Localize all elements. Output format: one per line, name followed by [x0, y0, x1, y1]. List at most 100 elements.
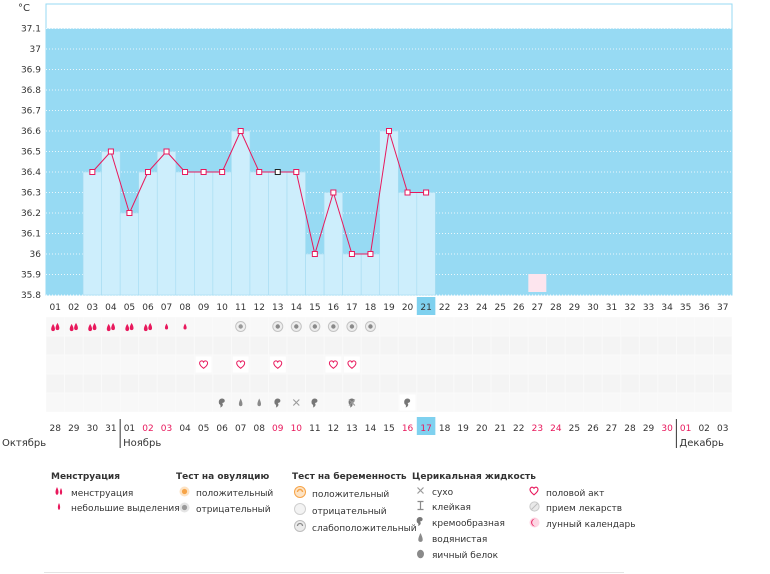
temp-point[interactable] [182, 169, 189, 175]
marker-cell[interactable] [250, 374, 268, 393]
marker-cell[interactable] [472, 355, 491, 374]
temp-point[interactable] [237, 128, 244, 134]
marker-cell[interactable] [120, 374, 139, 393]
marker-cell[interactable] [472, 317, 491, 336]
temp-point[interactable] [219, 169, 226, 175]
marker-cell[interactable] [139, 393, 157, 412]
marker-cell[interactable] [157, 393, 176, 412]
marker-cell[interactable] [176, 336, 194, 355]
marker-cell[interactable] [602, 393, 621, 412]
marker-cell[interactable] [713, 336, 732, 355]
marker-cell[interactable] [306, 355, 324, 374]
marker-cell[interactable] [231, 336, 250, 355]
marker-cell[interactable] [602, 317, 621, 336]
marker-cell[interactable] [120, 317, 139, 336]
marker-cell[interactable] [658, 355, 676, 374]
temp-point[interactable] [89, 169, 96, 175]
marker-cell[interactable] [417, 393, 435, 412]
marker-cell[interactable] [454, 336, 472, 355]
marker-cell[interactable] [621, 393, 639, 412]
marker-cell[interactable] [324, 374, 343, 393]
marker-cell[interactable] [510, 374, 528, 393]
marker-cell[interactable] [528, 317, 547, 336]
marker-cell[interactable] [676, 393, 695, 412]
temp-bar[interactable] [119, 212, 140, 296]
marker-cell[interactable] [417, 374, 435, 393]
temp-point[interactable] [404, 189, 411, 196]
marker-cell[interactable] [139, 336, 157, 355]
marker-cell[interactable] [510, 317, 528, 336]
temp-point[interactable] [274, 169, 281, 175]
marker-cell[interactable] [83, 317, 102, 336]
temp-bar[interactable] [360, 253, 381, 296]
marker-cell[interactable] [250, 336, 268, 355]
marker-cell[interactable] [194, 336, 213, 355]
marker-cell[interactable] [380, 355, 398, 374]
marker-cell[interactable] [102, 317, 120, 336]
marker-cell[interactable] [547, 393, 565, 412]
marker-cell[interactable] [454, 355, 472, 374]
marker-cell[interactable] [621, 336, 639, 355]
marker-cell[interactable] [102, 355, 120, 374]
marker-cell[interactable] [120, 355, 139, 374]
marker-cell[interactable] [454, 393, 472, 412]
marker-cell[interactable] [658, 393, 676, 412]
temp-bar[interactable] [138, 171, 158, 296]
temp-bar[interactable] [342, 253, 362, 296]
marker-cell[interactable] [435, 393, 454, 412]
marker-cell[interactable] [268, 336, 287, 355]
temp-bar[interactable] [194, 171, 214, 296]
marker-cell[interactable] [46, 355, 65, 374]
marker-cell[interactable] [565, 317, 584, 336]
marker-cell[interactable] [417, 355, 435, 374]
marker-cell[interactable] [491, 317, 510, 336]
marker-cell[interactable] [621, 355, 639, 374]
marker-cell[interactable] [713, 393, 732, 412]
marker-cell[interactable] [176, 374, 194, 393]
marker-cell[interactable] [417, 317, 435, 336]
marker-cell[interactable] [472, 393, 491, 412]
marker-cell[interactable] [510, 393, 528, 412]
temp-point[interactable] [126, 210, 133, 216]
marker-cell[interactable] [157, 336, 176, 355]
marker-cell[interactable] [194, 374, 213, 393]
marker-cell[interactable] [454, 317, 472, 336]
marker-cell[interactable] [491, 374, 510, 393]
marker-cell[interactable] [621, 317, 639, 336]
marker-cell[interactable] [250, 317, 268, 336]
temp-bar[interactable] [305, 253, 325, 296]
marker-cell[interactable] [194, 317, 213, 336]
marker-cell[interactable] [139, 355, 157, 374]
marker-cell[interactable] [231, 374, 250, 393]
marker-cell[interactable] [324, 336, 343, 355]
marker-cell[interactable] [435, 355, 454, 374]
marker-cell[interactable] [676, 374, 695, 393]
marker-cell[interactable] [380, 393, 398, 412]
marker-cell[interactable] [213, 374, 231, 393]
marker-cell[interactable] [65, 374, 83, 393]
temp-point[interactable] [144, 169, 151, 175]
marker-cell[interactable] [361, 336, 380, 355]
marker-cell[interactable] [380, 336, 398, 355]
marker-cell[interactable] [102, 393, 120, 412]
marker-cell[interactable] [713, 374, 732, 393]
marker-cell[interactable] [658, 317, 676, 336]
marker-cell[interactable] [491, 355, 510, 374]
marker-cell[interactable] [380, 374, 398, 393]
marker-cell[interactable] [46, 393, 65, 412]
marker-cell[interactable] [46, 317, 65, 336]
marker-cell[interactable] [565, 393, 584, 412]
temp-bar[interactable] [82, 171, 102, 296]
marker-cell[interactable] [46, 336, 65, 355]
marker-cell[interactable] [695, 336, 713, 355]
marker-cell[interactable] [528, 374, 547, 393]
marker-cell[interactable] [695, 393, 713, 412]
marker-cell[interactable] [343, 336, 361, 355]
temp-bar[interactable] [249, 171, 269, 296]
marker-cell[interactable] [83, 336, 102, 355]
marker-cell[interactable] [584, 336, 602, 355]
marker-cell[interactable] [547, 374, 565, 393]
marker-cell[interactable] [398, 355, 417, 374]
marker-cell[interactable] [491, 393, 510, 412]
marker-cell[interactable] [639, 355, 658, 374]
